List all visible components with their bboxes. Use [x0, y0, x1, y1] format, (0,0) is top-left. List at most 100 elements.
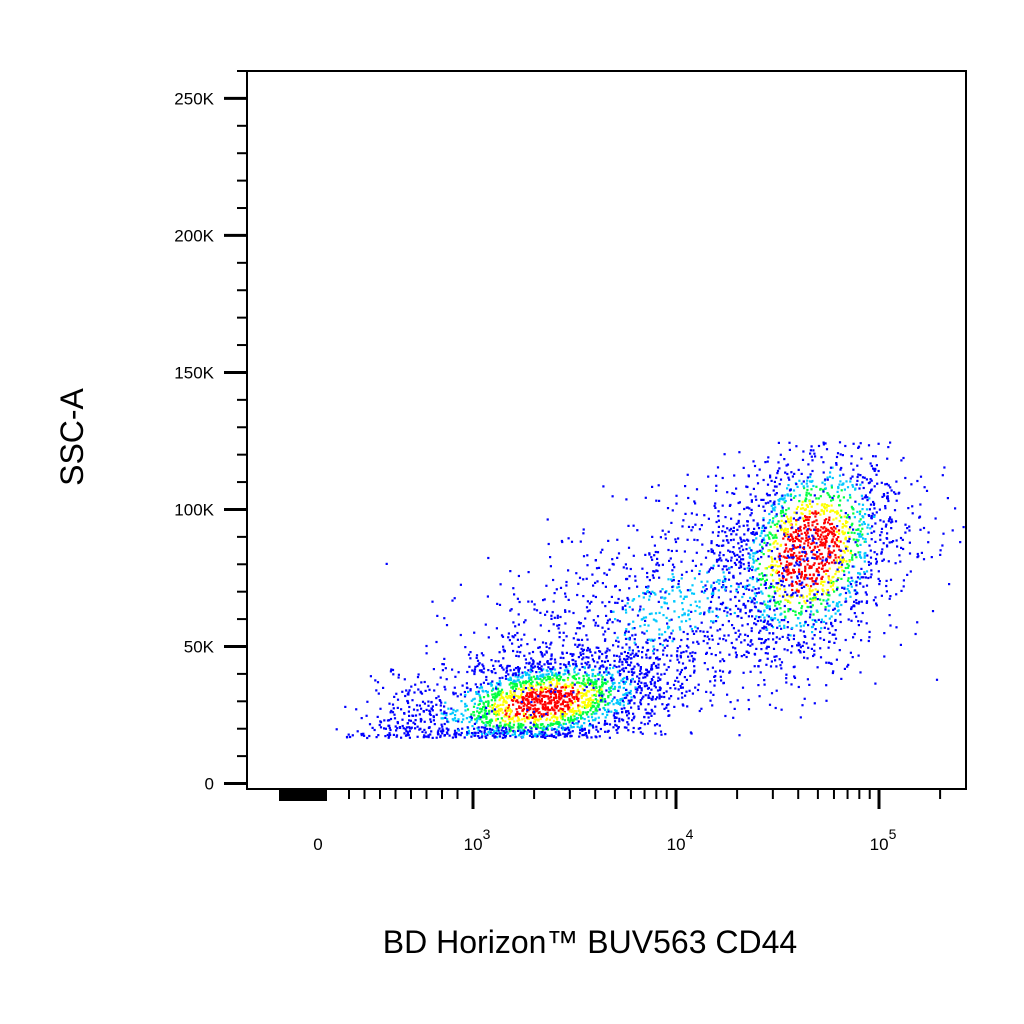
event-dot: [838, 514, 841, 517]
event-dot: [616, 727, 620, 730]
event-dot: [509, 734, 512, 738]
event-dot: [685, 690, 688, 693]
event-dot: [806, 528, 809, 531]
event-dot: [587, 702, 590, 705]
event-dot: [655, 563, 658, 566]
event-dot: [543, 686, 546, 689]
event-dot: [571, 696, 574, 699]
event-dot: [837, 605, 840, 608]
event-dot: [688, 659, 691, 662]
event-dot: [830, 540, 834, 543]
event-dot: [440, 723, 443, 726]
event-dot: [730, 556, 733, 559]
event-dot: [416, 676, 420, 679]
event-dot: [487, 669, 490, 672]
event-dot: [580, 662, 583, 665]
event-dot: [514, 673, 517, 676]
event-dot: [585, 674, 588, 677]
event-dot: [430, 701, 433, 704]
event-dot: [790, 556, 793, 559]
event-dot: [746, 485, 749, 489]
event-dot: [821, 575, 824, 578]
event-dot: [866, 496, 869, 499]
event-dot: [562, 700, 565, 704]
event-dot: [551, 611, 554, 614]
event-dot: [778, 574, 781, 577]
event-dot: [527, 600, 530, 603]
event-dot: [804, 516, 807, 519]
event-dot: [545, 712, 548, 715]
event-dot: [517, 655, 520, 658]
event-dot: [664, 537, 667, 540]
event-dot: [738, 561, 741, 564]
event-dot: [506, 710, 509, 713]
event-dot: [768, 605, 771, 608]
event-dot: [796, 485, 799, 488]
event-dot: [772, 517, 775, 520]
event-dot: [800, 507, 803, 510]
event-dot: [857, 551, 860, 554]
event-dot: [749, 670, 752, 673]
event-dot: [744, 604, 747, 607]
event-dot: [451, 712, 454, 715]
event-dot: [681, 662, 685, 665]
event-dot: [844, 444, 847, 448]
event-dot: [755, 615, 758, 618]
event-dot: [772, 632, 775, 635]
event-dot: [726, 611, 729, 614]
event-dot: [494, 692, 497, 695]
event-dot: [722, 554, 725, 557]
event-dot: [791, 537, 794, 540]
event-dot: [545, 669, 548, 672]
event-dot: [595, 728, 598, 731]
event-dot: [634, 579, 637, 582]
event-dot: [729, 613, 732, 616]
event-dot: [551, 678, 554, 681]
event-dot: [853, 605, 856, 608]
event-dot: [800, 554, 803, 558]
event-dot: [709, 626, 712, 629]
event-dot: [501, 691, 504, 694]
event-dot: [752, 541, 755, 544]
event-dot: [571, 653, 574, 656]
event-dot: [563, 705, 566, 708]
event-dot: [643, 682, 646, 685]
event-dot: [654, 686, 657, 689]
event-dot: [760, 648, 763, 651]
event-dot: [512, 680, 516, 683]
event-dot: [594, 698, 597, 701]
event-dot: [555, 672, 558, 675]
event-dot: [791, 595, 794, 598]
event-dot: [889, 516, 892, 519]
event-dot: [750, 601, 753, 604]
event-dot: [606, 659, 609, 663]
event-dot: [439, 734, 442, 737]
event-dot: [461, 684, 464, 687]
event-dot: [770, 582, 773, 585]
event-dot: [696, 688, 700, 692]
event-dot: [514, 687, 518, 691]
event-dot: [651, 695, 654, 698]
event-dot: [549, 667, 552, 671]
event-dot: [411, 714, 414, 717]
event-dot: [823, 530, 826, 533]
event-dot: [452, 691, 455, 694]
event-dot: [703, 514, 706, 517]
event-dot: [738, 599, 741, 602]
event-dot: [773, 557, 777, 560]
event-dot: [396, 727, 399, 730]
event-dot: [766, 604, 769, 607]
event-dot: [902, 585, 905, 588]
event-dot: [512, 649, 515, 653]
event-dot: [590, 699, 593, 702]
event-dot: [480, 730, 483, 733]
event-dot: [713, 684, 716, 687]
event-dot: [601, 626, 604, 629]
event-dot: [668, 697, 671, 700]
event-dot: [832, 545, 835, 548]
event-dot: [595, 725, 598, 728]
event-dot: [769, 543, 772, 546]
event-dot: [733, 561, 736, 565]
event-dot: [740, 655, 743, 658]
event-dot: [625, 567, 628, 570]
